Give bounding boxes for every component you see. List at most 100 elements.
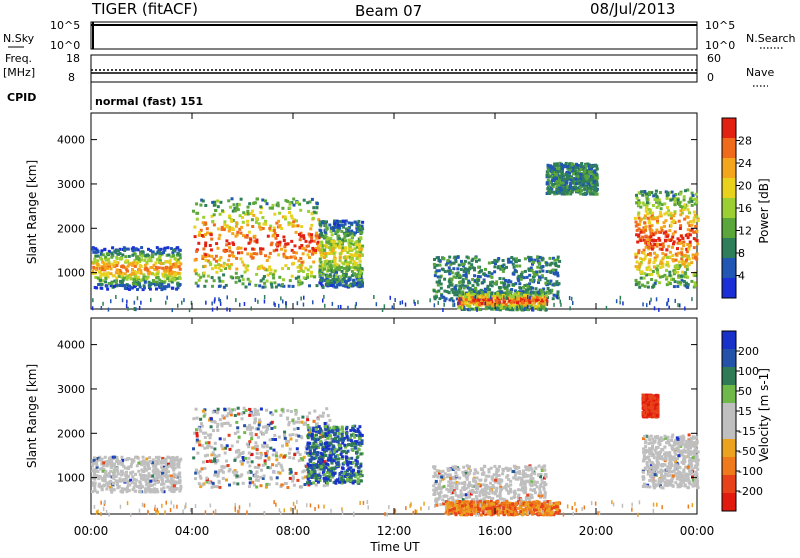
power-cell bbox=[501, 265, 504, 268]
power-cell bbox=[616, 299, 618, 303]
power-cell bbox=[240, 251, 243, 254]
velocity-cell bbox=[127, 481, 130, 484]
power-cell bbox=[502, 259, 505, 262]
power-cell bbox=[106, 252, 109, 255]
velocity-cell bbox=[206, 460, 209, 463]
power-cell bbox=[295, 231, 298, 234]
power-cell bbox=[549, 257, 552, 260]
power-cell bbox=[645, 210, 648, 213]
power-cell bbox=[203, 285, 206, 288]
power-cell bbox=[231, 197, 234, 200]
power-cell bbox=[210, 255, 213, 258]
power-cell bbox=[306, 201, 309, 204]
power-cell bbox=[300, 297, 302, 301]
velocity-cell bbox=[121, 488, 124, 491]
power-cell bbox=[459, 297, 461, 301]
power-cell bbox=[667, 245, 670, 248]
velocity-cell bbox=[246, 461, 249, 464]
velocity-cell bbox=[323, 484, 326, 487]
velocity-cell bbox=[216, 429, 219, 432]
power-cell bbox=[149, 249, 152, 252]
power-cell bbox=[405, 303, 407, 307]
power-cell bbox=[596, 174, 599, 177]
velocity-cell bbox=[275, 482, 278, 485]
velocity-cell bbox=[257, 427, 260, 430]
power-cell bbox=[465, 298, 468, 301]
power-cell bbox=[664, 219, 667, 222]
power-cell bbox=[682, 241, 685, 244]
power-cell bbox=[133, 279, 136, 282]
power-cell bbox=[658, 281, 661, 284]
power-cell bbox=[272, 273, 275, 276]
velocity-cell bbox=[202, 461, 205, 464]
power-cell bbox=[302, 247, 305, 250]
velocity-cell bbox=[256, 452, 259, 455]
power-cell bbox=[210, 248, 213, 251]
velocity-cell bbox=[151, 484, 154, 487]
power-cell bbox=[244, 271, 247, 274]
power-cell bbox=[137, 296, 139, 300]
power-cell bbox=[684, 307, 686, 311]
power-cell bbox=[164, 270, 167, 273]
power-cell bbox=[434, 296, 437, 299]
power-cell bbox=[493, 295, 496, 298]
power-cell bbox=[672, 214, 675, 217]
power-cell bbox=[361, 227, 364, 230]
power-cell bbox=[96, 263, 99, 266]
power-cell bbox=[255, 221, 258, 224]
power-cell bbox=[447, 285, 450, 288]
velocity-cell bbox=[201, 425, 204, 428]
power-cell bbox=[461, 263, 464, 266]
power-cell bbox=[161, 286, 164, 289]
velocity-cell bbox=[192, 417, 195, 420]
power-cell bbox=[537, 304, 540, 307]
velocity-cell bbox=[138, 490, 141, 493]
power-cell bbox=[523, 276, 526, 279]
power-cell bbox=[571, 191, 574, 194]
power-cell bbox=[438, 297, 441, 300]
power-cell bbox=[295, 251, 298, 254]
velocity-cell bbox=[211, 486, 214, 489]
power-cell bbox=[240, 275, 243, 278]
power-cell bbox=[294, 244, 297, 247]
power-cell bbox=[693, 217, 696, 220]
power-cell bbox=[297, 224, 300, 227]
power-cell bbox=[249, 280, 252, 283]
power-cell bbox=[345, 273, 348, 276]
power-cell bbox=[350, 222, 353, 225]
power-cell bbox=[657, 237, 660, 240]
velocity-cell bbox=[254, 466, 257, 469]
power-cell bbox=[531, 307, 533, 311]
power-cell bbox=[546, 270, 549, 273]
power-cell bbox=[450, 284, 453, 287]
velocity-cell bbox=[248, 485, 251, 488]
power-cell bbox=[223, 220, 226, 223]
power-cell bbox=[165, 266, 168, 269]
power-cell bbox=[91, 270, 94, 273]
power-cell bbox=[652, 204, 655, 207]
power-cell bbox=[161, 273, 164, 276]
power-cell bbox=[635, 283, 638, 286]
power-cell bbox=[272, 204, 275, 207]
power-cell bbox=[134, 248, 137, 251]
power-cell bbox=[213, 279, 216, 282]
power-cell bbox=[572, 172, 575, 175]
power-cell bbox=[217, 205, 220, 208]
power-cell bbox=[687, 208, 690, 211]
power-cell bbox=[275, 243, 278, 246]
power-cell bbox=[484, 268, 487, 271]
power-cell bbox=[499, 277, 502, 280]
velocity-cell bbox=[129, 471, 132, 474]
power-cell bbox=[334, 244, 337, 247]
power-cell bbox=[330, 284, 333, 287]
power-cell bbox=[155, 288, 158, 291]
nave-label: Nave bbox=[746, 66, 774, 79]
power-cell bbox=[311, 198, 314, 201]
velocity-cell bbox=[290, 410, 293, 413]
power-cell bbox=[509, 280, 512, 283]
power-cell bbox=[222, 273, 225, 276]
power-cell bbox=[319, 244, 322, 247]
power-cell bbox=[650, 273, 653, 276]
power-cell bbox=[313, 240, 316, 243]
power-cell bbox=[101, 306, 103, 310]
